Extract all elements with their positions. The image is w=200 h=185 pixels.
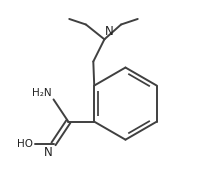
Text: H₂N: H₂N xyxy=(32,88,51,98)
Text: N: N xyxy=(105,25,114,38)
Text: HO: HO xyxy=(17,139,33,149)
Text: N: N xyxy=(44,146,52,159)
